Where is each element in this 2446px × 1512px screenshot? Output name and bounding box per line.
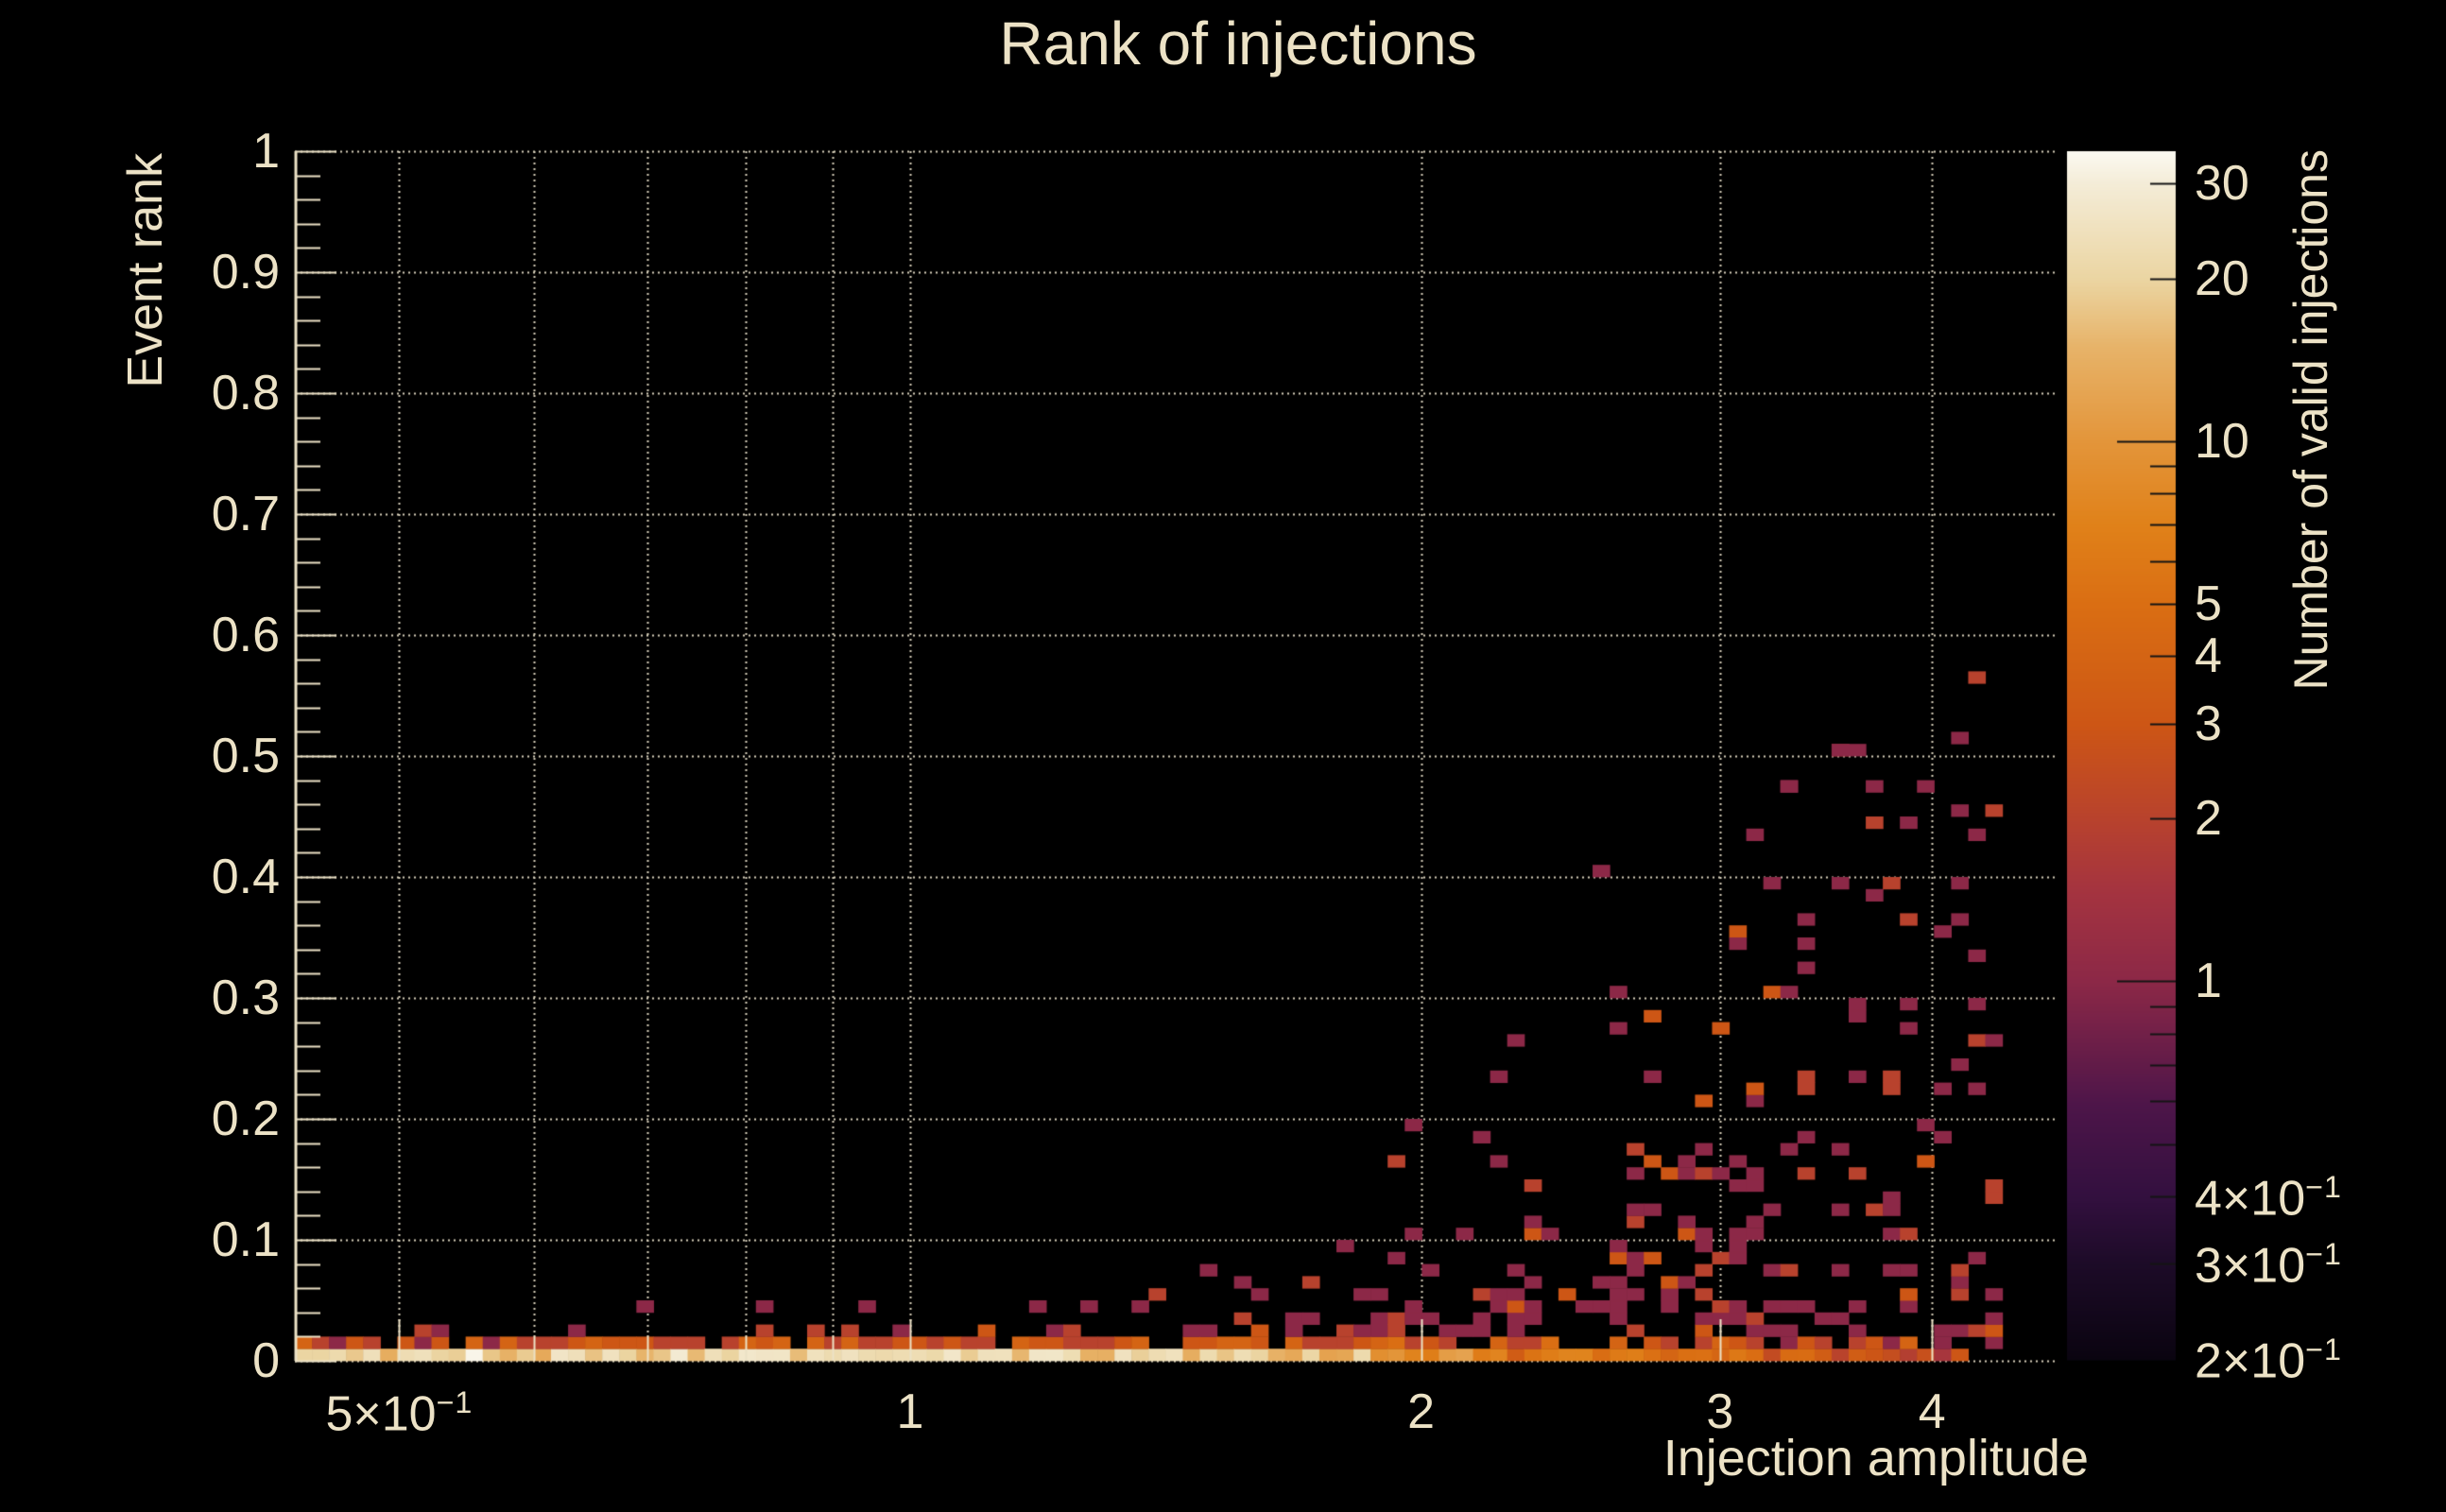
colorbar-tick-label-6: 2	[2195, 791, 2222, 847]
x-tick-label-0: 5×10−1	[325, 1385, 474, 1442]
x-tick-label-3: 3	[1706, 1384, 1734, 1439]
y-tick-label-1: 0.1	[211, 1212, 280, 1267]
y-tick-label-7: 0.7	[211, 487, 280, 541]
colorbar-tick-label-0: 30	[2195, 155, 2249, 211]
chart-title: Rank of injections	[999, 9, 1477, 77]
y-tick-label-3: 0.3	[211, 971, 280, 1025]
colorbar-tick-label-9: 3×10−1	[2195, 1237, 2342, 1294]
x-tick-label-1: 1	[896, 1384, 924, 1439]
colorbar-tick-label-10: 2×10−1	[2195, 1332, 2342, 1389]
y-tick-label-9: 0.9	[211, 245, 280, 300]
y-tick-label-4: 0.4	[211, 850, 280, 904]
y-tick-label-10: 1	[252, 124, 280, 179]
y-tick-label-5: 0.5	[211, 729, 280, 783]
colorbar-title: Number of valid injections	[2284, 149, 2337, 691]
y-tick-label-8: 0.8	[211, 366, 280, 421]
colorbar-tick-label-5: 3	[2195, 696, 2222, 751]
y-tick-label-2: 0.2	[211, 1091, 280, 1146]
y-tick-label-0: 0	[252, 1333, 280, 1388]
y-tick-label-6: 0.6	[211, 608, 280, 662]
colorbar-tick-label-3: 5	[2195, 576, 2222, 631]
colorbar-tick-label-1: 20	[2195, 250, 2249, 306]
colorbar-tick-label-8: 4×10−1	[2195, 1169, 2342, 1227]
colorbar-tick-label-7: 1	[2195, 954, 2222, 1009]
x-tick-label-4: 4	[1918, 1384, 1946, 1439]
colorbar-tick-label-4: 4	[2195, 628, 2222, 684]
colorbar-tick-label-2: 10	[2195, 413, 2249, 469]
x-tick-label-2: 2	[1407, 1384, 1436, 1439]
x-axis-title: Injection amplitude	[1662, 1430, 2089, 1486]
